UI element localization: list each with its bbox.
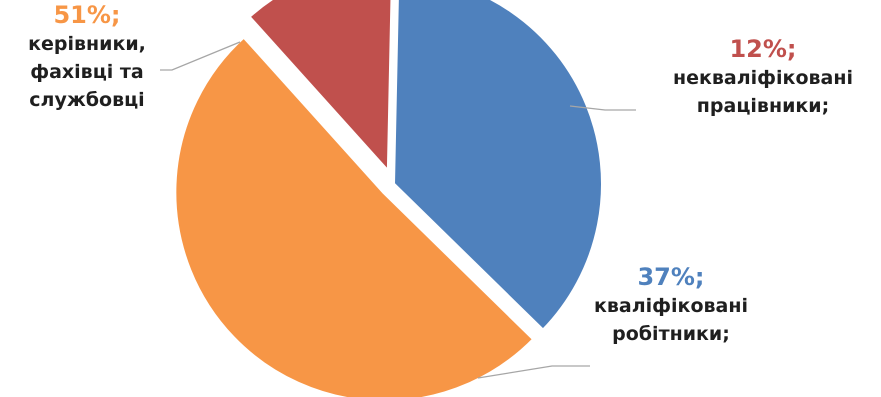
slice-category-label: керівники, фахівці та службовці <box>28 33 146 111</box>
leader-line <box>569 105 636 111</box>
slice-category-label: некваліфіковані працівники; <box>673 67 853 117</box>
slice-value-label: 51%; <box>53 1 121 29</box>
slice-label-skilled: 37%; кваліфіковані робітники; <box>566 262 776 348</box>
slice-value-label: 37%; <box>637 263 705 291</box>
slice-label-unskilled: 12%; некваліфіковані працівники; <box>648 34 878 120</box>
slice-unskilled <box>245 0 395 178</box>
slice-value-label: 12%; <box>729 35 797 63</box>
slice-managers <box>172 33 538 397</box>
leader-line <box>160 41 241 71</box>
slice-skilled <box>390 0 605 334</box>
slice-label-managers: 51%; керівники, фахівці та службовці <box>2 0 172 114</box>
leader-line <box>477 365 590 379</box>
slice-category-label: кваліфіковані робітники; <box>594 295 748 345</box>
